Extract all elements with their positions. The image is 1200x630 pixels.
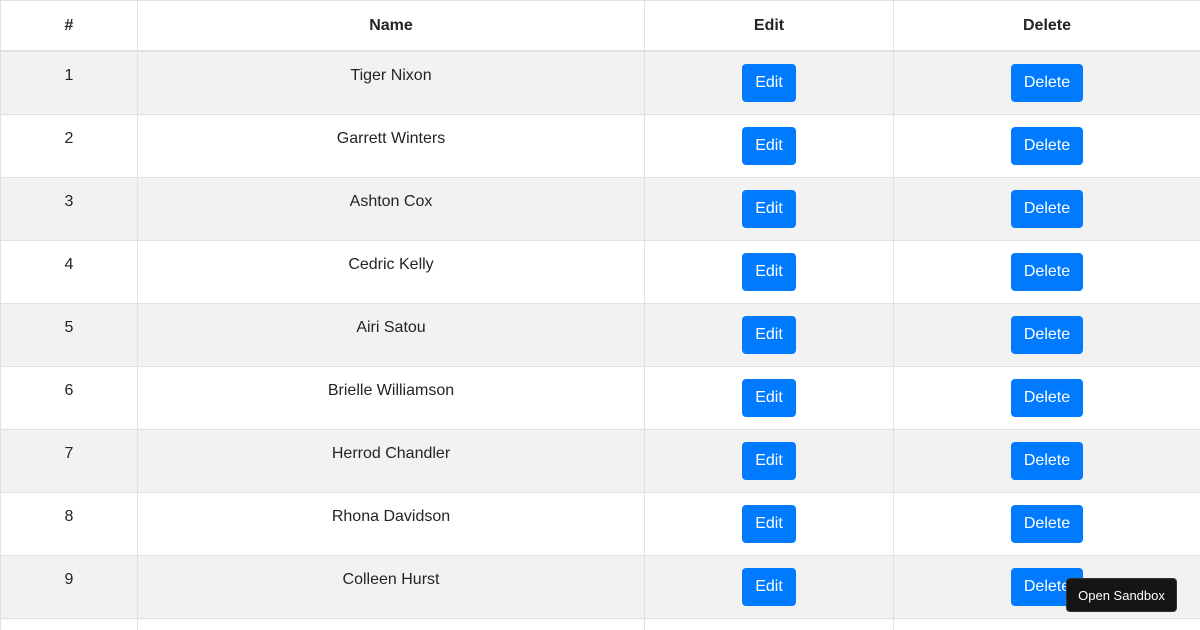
- table-row: 8 Rhona Davidson Edit Delete: [0, 492, 1200, 556]
- delete-cell: Delete: [893, 303, 1200, 367]
- table-row: 3 Ashton Cox Edit Delete: [0, 177, 1200, 241]
- row-number: 7: [0, 429, 138, 493]
- header-edit: Edit: [644, 0, 894, 52]
- delete-button[interactable]: Delete: [1010, 127, 1084, 165]
- row-name: Garrett Winters: [137, 114, 645, 178]
- delete-button[interactable]: Delete: [1010, 190, 1084, 228]
- edit-button[interactable]: Edit: [742, 505, 796, 543]
- table-row: 2 Garrett Winters Edit Delete: [0, 114, 1200, 178]
- table-row: 4 Cedric Kelly Edit Delete: [0, 240, 1200, 304]
- delete-cell: Delete: [893, 177, 1200, 241]
- edit-button[interactable]: Edit: [742, 253, 796, 291]
- table-row: 7 Herrod Chandler Edit Delete: [0, 429, 1200, 493]
- table-row: 9 Colleen Hurst Edit Delete: [0, 555, 1200, 619]
- table-row: 1 Tiger Nixon Edit Delete: [0, 50, 1200, 115]
- delete-button[interactable]: Delete: [1010, 379, 1084, 417]
- edit-cell: Edit: [644, 50, 894, 115]
- edit-button[interactable]: Edit: [742, 190, 796, 228]
- row-name: Herrod Chandler: [137, 429, 645, 493]
- delete-button[interactable]: Delete: [1010, 442, 1084, 480]
- table-row: 6 Brielle Williamson Edit Delete: [0, 366, 1200, 430]
- row-name: Cedric Kelly: [137, 240, 645, 304]
- delete-cell: Delete: [893, 366, 1200, 430]
- delete-cell: Delete: [893, 240, 1200, 304]
- row-number: 3: [0, 177, 138, 241]
- open-sandbox-button[interactable]: Open Sandbox: [1066, 578, 1177, 612]
- cell: [0, 618, 138, 630]
- header-name: Name: [137, 0, 645, 52]
- row-name: Brielle Williamson: [137, 366, 645, 430]
- edit-cell: Edit: [644, 492, 894, 556]
- edit-cell: Edit: [644, 555, 894, 619]
- edit-cell: Edit: [644, 429, 894, 493]
- edit-cell: Edit: [644, 303, 894, 367]
- row-number: 2: [0, 114, 138, 178]
- delete-cell: Delete: [893, 50, 1200, 115]
- row-name: Airi Satou: [137, 303, 645, 367]
- row-name: Ashton Cox: [137, 177, 645, 241]
- cell: [137, 618, 645, 630]
- delete-cell: Delete: [893, 429, 1200, 493]
- edit-button[interactable]: Edit: [742, 64, 796, 102]
- header-num: #: [0, 0, 138, 52]
- edit-button[interactable]: Edit: [742, 127, 796, 165]
- delete-button[interactable]: Delete: [1010, 505, 1084, 543]
- edit-button[interactable]: Edit: [742, 316, 796, 354]
- edit-button[interactable]: Edit: [742, 442, 796, 480]
- edit-button[interactable]: Edit: [742, 568, 796, 606]
- table-row: 5 Airi Satou Edit Delete: [0, 303, 1200, 367]
- row-name: Colleen Hurst: [137, 555, 645, 619]
- row-number: 6: [0, 366, 138, 430]
- delete-button[interactable]: Delete: [1010, 64, 1084, 102]
- edit-cell: Edit: [644, 114, 894, 178]
- table-row-partial: [0, 618, 1200, 630]
- edit-cell: Edit: [644, 177, 894, 241]
- edit-cell: Edit: [644, 366, 894, 430]
- delete-button[interactable]: Delete: [1010, 316, 1084, 354]
- row-name: Rhona Davidson: [137, 492, 645, 556]
- header-row: # Name Edit Delete: [0, 0, 1200, 52]
- header-delete: Delete: [893, 0, 1200, 52]
- row-number: 1: [0, 50, 138, 115]
- row-number: 8: [0, 492, 138, 556]
- edit-cell: Edit: [644, 240, 894, 304]
- row-number: 9: [0, 555, 138, 619]
- delete-cell: Delete: [893, 492, 1200, 556]
- delete-cell: Delete: [893, 114, 1200, 178]
- cell: [893, 618, 1200, 630]
- row-number: 5: [0, 303, 138, 367]
- delete-button[interactable]: Delete: [1010, 253, 1084, 291]
- row-number: 4: [0, 240, 138, 304]
- cell: [644, 618, 894, 630]
- edit-button[interactable]: Edit: [742, 379, 796, 417]
- row-name: Tiger Nixon: [137, 50, 645, 115]
